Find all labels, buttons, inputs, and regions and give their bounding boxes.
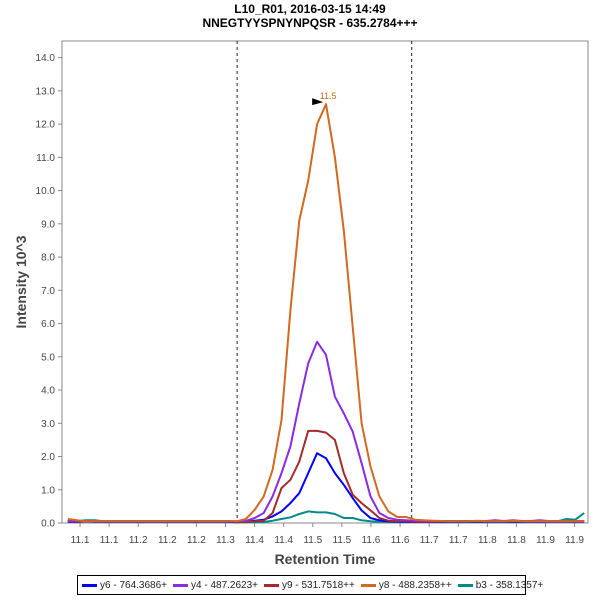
y-tick-label: 3.0: [41, 419, 55, 430]
y-tick-label: 0.0: [41, 519, 55, 530]
legend-swatch: [173, 583, 188, 587]
x-tick-label: 11.4: [245, 535, 264, 546]
x-tick-label: 11.5: [333, 535, 352, 546]
x-tick-label: 11.4: [274, 535, 293, 546]
x-tick-label: 11.2: [158, 535, 177, 546]
legend-item: y8 - 488.2358++: [360, 579, 452, 591]
legend-item: y6 - 764.3686+: [82, 580, 167, 591]
y-tick-label: 10.0: [36, 186, 56, 197]
y-tick-label: 6.0: [41, 319, 55, 330]
x-tick-label: 11.8: [478, 535, 497, 546]
legend: y6 - 764.3686+ y4 - 487.2623+ y9 - 531.751…: [77, 575, 543, 595]
legend-swatch: [264, 583, 279, 587]
legend-item: y9 - 531.7518++: [264, 580, 355, 591]
y-tick-label: 9.0: [41, 219, 55, 230]
y-tick-label: 4.0: [41, 386, 55, 397]
legend-swatch: [360, 583, 376, 587]
legend-swatch: [82, 583, 97, 587]
x-tick-label: 11.6: [362, 535, 381, 546]
x-tick-label: 11.1: [71, 535, 90, 546]
legend-item: y4 - 487.2623+: [173, 580, 258, 591]
legend-item: b3 - 358.1357+: [457, 579, 544, 591]
x-tick-label: 11.1: [100, 535, 119, 546]
chart-subtitle: NNEGTYYSPNYNPQSR - 635.2784+++: [202, 16, 417, 30]
x-tick-label: 11.2: [187, 535, 206, 546]
x-tick-label: 11.7: [449, 535, 468, 546]
x-tick-label: 11.2: [129, 535, 148, 546]
peak-label: 11.5: [320, 91, 337, 101]
plot-area[interactable]: [61, 40, 589, 524]
y-tick-label: 5.0: [41, 352, 55, 363]
y-tick-label: 14.0: [36, 53, 56, 64]
y-tick-label: 11.0: [36, 153, 55, 164]
x-tick-label: 11.9: [536, 535, 555, 546]
legend-label: y8 - 488.2358++: [378, 579, 452, 591]
x-axis-label: Retention Time: [275, 551, 376, 567]
y-tick-label: 8.0: [41, 253, 55, 264]
y-tick-label: 12.0: [36, 120, 56, 131]
y-tick-label: 1.0: [41, 485, 55, 496]
x-tick-label: 11.7: [420, 535, 439, 546]
legend-label: y6 - 764.3686+: [100, 579, 167, 591]
series-line-y8: [67, 103, 585, 523]
x-tick-label: 11.8: [507, 535, 526, 546]
y-tick-label: 7.0: [41, 286, 55, 297]
y-tick-label: 13.0: [36, 86, 56, 97]
y-tick-label: 2.0: [41, 452, 55, 463]
x-tick-label: 11.6: [391, 535, 410, 546]
y-axis-label: Intensity 10^3: [13, 235, 29, 328]
legend-label: b3 - 358.1357+: [475, 579, 544, 591]
x-tick-label: 11.3: [216, 535, 235, 546]
x-tick-label: 11.5: [303, 535, 322, 546]
x-tick-label: 11.9: [565, 535, 584, 546]
peak-marker-icon: [312, 98, 324, 106]
chart-title: L10_R01, 2016-03-15 14:49: [234, 2, 386, 16]
legend-swatch: [457, 583, 473, 587]
legend-label: y4 - 487.2623+: [191, 579, 258, 591]
legend-label: y9 - 531.7518++: [282, 579, 355, 591]
